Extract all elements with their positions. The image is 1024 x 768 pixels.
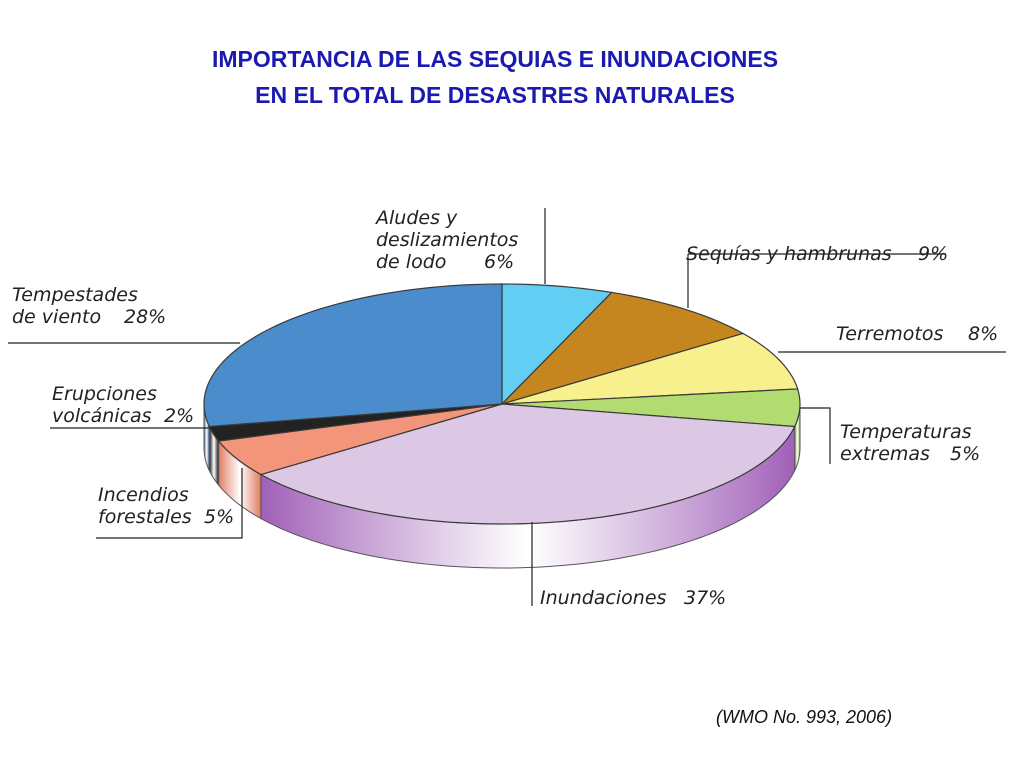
slice-label-aludes-line-3: de lodo xyxy=(376,251,446,273)
leader-line-incendios xyxy=(96,468,243,539)
pie-slice-incendios xyxy=(217,403,503,476)
slice-label-incendios-line-1: Incendios xyxy=(98,484,189,506)
slice-pct-incendios: 5% xyxy=(204,506,234,528)
slice-label-temperaturas-line-2: extremas xyxy=(840,443,930,465)
leader-line-temperaturas xyxy=(800,407,831,464)
pie-slice-temperaturas xyxy=(501,388,801,428)
slice-label-erupciones-line-2: volcánicas xyxy=(52,405,152,427)
slice-pct-temperaturas: 5% xyxy=(950,443,980,465)
slice-label-erupciones-line-1: Erupciones xyxy=(52,383,157,405)
slice-pct-erupciones: 2% xyxy=(164,405,194,427)
slice-label-sequias-line-1: Sequías y hambrunas xyxy=(686,243,892,265)
pie-slice-terremotos xyxy=(501,332,799,405)
slice-label-incendios-line-2: forestales xyxy=(98,506,192,528)
slice-pct-sequias: 9% xyxy=(918,243,948,265)
slice-label-aludes-line-2: deslizamientos xyxy=(376,229,518,251)
leader-line-sequias xyxy=(687,253,946,308)
slice-pct-tempestades: 28% xyxy=(124,306,166,328)
source-citation: (WMO No. 993, 2006) xyxy=(716,707,893,727)
slice-label-tempestades-line-1: Tempestades xyxy=(12,284,138,306)
slice-label-tempestades-line-2: de viento xyxy=(12,306,101,328)
pie-top-faces xyxy=(203,283,801,525)
slice-pct-inundaciones: 37% xyxy=(684,587,726,609)
slice-label-aludes-line-1: Aludes y xyxy=(374,207,458,229)
chart-title-line-2: EN EL TOTAL DE DESASTRES NATURALES xyxy=(255,82,735,108)
pie-slice-aludes xyxy=(501,283,613,406)
slice-label-inundaciones-line-1: Inundaciones xyxy=(540,587,667,609)
slice-label-temperaturas-line-1: Temperaturas xyxy=(840,421,972,443)
chart-title-line-1: IMPORTANCIA DE LAS SEQUIAS E INUNDACIONE… xyxy=(211,46,779,72)
slice-label-terremotos-line-1: Terremotos xyxy=(836,323,943,345)
slice-pct-aludes: 6% xyxy=(484,251,514,273)
pie-slice-inundaciones xyxy=(259,403,796,525)
pie-slice-tempestades xyxy=(203,283,503,428)
pie-slice-sequias xyxy=(499,291,745,406)
slice-pct-terremotos: 8% xyxy=(968,323,998,345)
